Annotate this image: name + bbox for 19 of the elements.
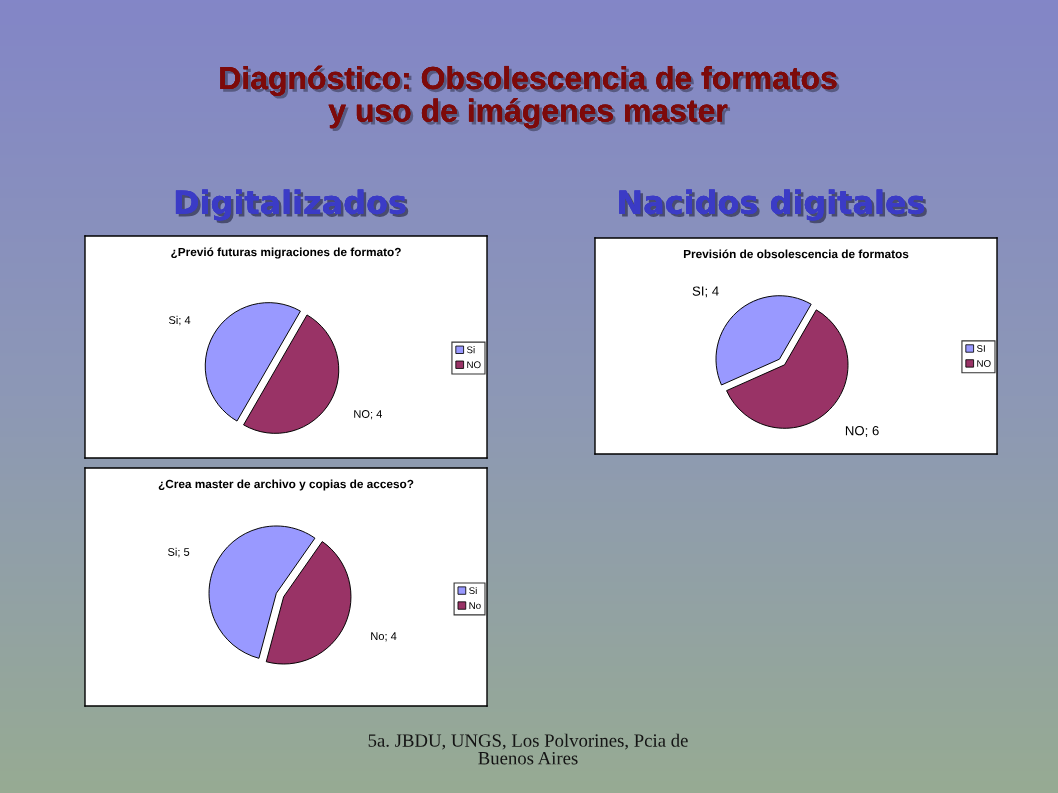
data-label: NO; 6 [845,426,879,437]
text: Digitalizados [175,189,409,224]
data-label: SI; 4 [692,286,719,298]
chart-title: ¿Crea master de archivo y copias de acceso? [158,479,414,491]
data-label: Si; 5 [167,547,190,558]
legend-label: No [469,602,481,610]
chart-title: ¿Previó futuras migraciones de formato? [171,247,401,259]
chart-title: Previsión de obsolescencia de formatos [683,249,909,259]
data-label: NO; 4 [354,410,383,420]
text: Nacidos digitales [619,189,927,224]
legend-label: SI [976,345,985,352]
data-label: No; 4 [371,632,397,642]
data-label: Si; 4 [168,315,191,326]
text: 5a. JBDU, UNGS, Los Polvorines, Pcia de Buenos Aires [368,733,688,765]
legend-label: NO [977,360,991,367]
legend-label: Si [469,586,477,595]
legend-label: Si [466,346,475,354]
text: Diagnóstico: Obsolescencia de formatos y uso de imágenes master [220,65,840,132]
legend-label: NO [467,361,481,369]
